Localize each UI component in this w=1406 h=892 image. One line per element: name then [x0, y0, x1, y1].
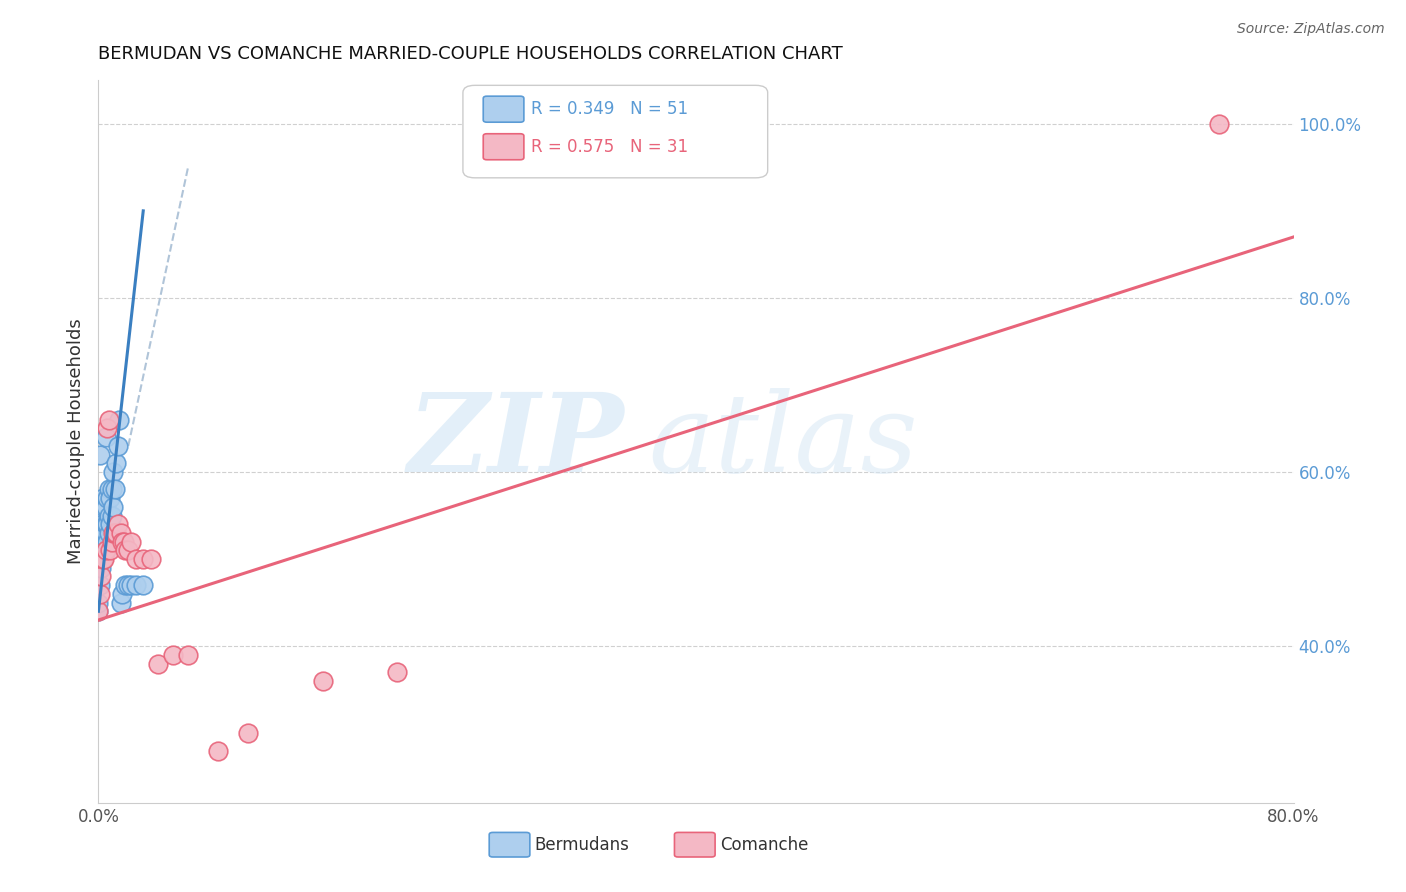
Point: [89, 525, 111, 540]
FancyBboxPatch shape: [484, 134, 524, 160]
FancyBboxPatch shape: [489, 832, 530, 857]
FancyBboxPatch shape: [484, 96, 524, 122]
Point: [87, 604, 110, 618]
Point: [91, 517, 114, 532]
Y-axis label: Married-couple Households: Married-couple Households: [66, 318, 84, 565]
Point: [89, 587, 111, 601]
Point: [94, 430, 117, 444]
Point: [112, 534, 135, 549]
Text: R = 0.349   N = 51: R = 0.349 N = 51: [531, 100, 688, 118]
Point: [89, 448, 111, 462]
Point: [90, 543, 112, 558]
Point: [94, 500, 117, 514]
Point: [90, 552, 112, 566]
Point: [96, 517, 118, 532]
Point: [385, 665, 409, 680]
Point: [89, 552, 111, 566]
Point: [120, 534, 142, 549]
Point: [90, 569, 112, 583]
Point: [96, 491, 118, 505]
Point: [101, 508, 124, 523]
Text: Source: ZipAtlas.com: Source: ZipAtlas.com: [1237, 22, 1385, 37]
Point: [104, 525, 127, 540]
Point: [110, 525, 132, 540]
Point: [89, 578, 111, 592]
Text: Comanche: Comanche: [720, 836, 808, 854]
FancyBboxPatch shape: [675, 832, 716, 857]
Point: [105, 525, 128, 540]
Point: [207, 743, 229, 757]
Point: [89, 508, 111, 523]
Point: [114, 578, 136, 592]
Point: [97, 508, 120, 523]
Text: BERMUDAN VS COMANCHE MARRIED-COUPLE HOUSEHOLDS CORRELATION CHART: BERMUDAN VS COMANCHE MARRIED-COUPLE HOUS…: [98, 45, 844, 63]
Point: [105, 456, 128, 470]
FancyBboxPatch shape: [463, 86, 768, 178]
Point: [91, 534, 114, 549]
Point: [107, 439, 129, 453]
Point: [125, 578, 148, 592]
Point: [90, 508, 112, 523]
Point: [90, 561, 112, 575]
Point: [91, 543, 114, 558]
Point: [94, 517, 117, 532]
Point: [1208, 117, 1230, 131]
Text: R = 0.575   N = 31: R = 0.575 N = 31: [531, 137, 688, 156]
Point: [117, 543, 139, 558]
Point: [98, 491, 122, 505]
Point: [96, 534, 118, 549]
Point: [236, 726, 259, 740]
Point: [104, 483, 127, 497]
Point: [90, 534, 112, 549]
Point: [93, 534, 115, 549]
Point: [91, 552, 114, 566]
Text: ZIP: ZIP: [408, 388, 624, 495]
Point: [148, 657, 170, 671]
Point: [111, 534, 134, 549]
Point: [93, 500, 115, 514]
Point: [162, 648, 184, 662]
Text: Bermudans: Bermudans: [534, 836, 630, 854]
Point: [97, 413, 120, 427]
Point: [132, 578, 155, 592]
Point: [117, 578, 139, 592]
Point: [177, 648, 200, 662]
Point: [120, 578, 142, 592]
Point: [101, 534, 124, 549]
Point: [139, 552, 162, 566]
Point: [87, 604, 110, 618]
Point: [103, 525, 125, 540]
Point: [94, 543, 117, 558]
Text: atlas: atlas: [648, 388, 918, 495]
Point: [87, 596, 110, 610]
Point: [94, 525, 117, 540]
Point: [98, 543, 122, 558]
Point: [90, 525, 112, 540]
Point: [97, 525, 120, 540]
Point: [110, 596, 132, 610]
Point: [132, 552, 155, 566]
Point: [103, 465, 125, 479]
Point: [108, 413, 131, 427]
Point: [97, 483, 120, 497]
Point: [91, 491, 114, 505]
Point: [94, 543, 117, 558]
Point: [101, 483, 124, 497]
Point: [93, 552, 115, 566]
Point: [98, 517, 122, 532]
Point: [91, 552, 114, 566]
Point: [107, 517, 129, 532]
Point: [89, 552, 111, 566]
Point: [111, 587, 134, 601]
Point: [93, 525, 115, 540]
Point: [93, 543, 115, 558]
Point: [114, 543, 136, 558]
Point: [311, 673, 333, 688]
Point: [96, 421, 118, 435]
Point: [125, 552, 148, 566]
Point: [103, 500, 125, 514]
